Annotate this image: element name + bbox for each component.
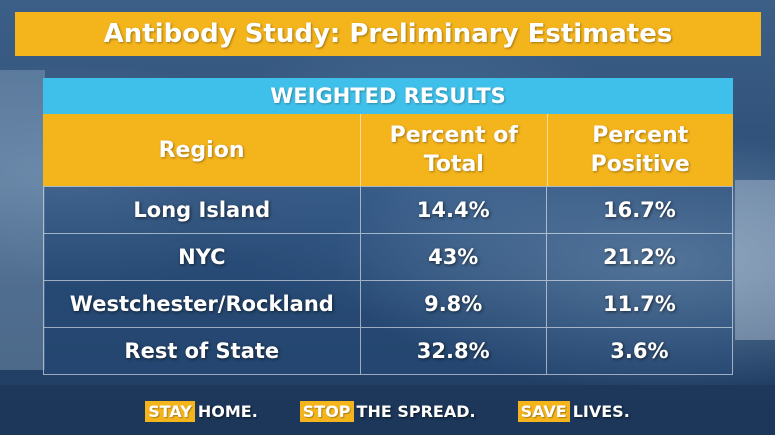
lab-shelf-shape [0, 70, 45, 370]
slogan-text: HOME. [197, 401, 258, 421]
region-cell: Rest of State [44, 328, 361, 374]
lab-bench-shape [0, 385, 775, 435]
header-percent-of-total: Percent of Total [361, 114, 548, 186]
title-banner: Antibody Study: Preliminary Estimates [15, 12, 761, 56]
slogan-save-lives: SAVE LIVES. [517, 400, 630, 422]
table-row: Westchester/Rockland 9.8% 11.7% [44, 280, 732, 327]
slogan-highlight: SAVE [517, 400, 570, 422]
percent-of-total-cell: 14.4% [361, 187, 547, 233]
page-title: Antibody Study: Preliminary Estimates [103, 19, 673, 49]
slogan-stay-home: STAY HOME. [145, 400, 258, 422]
lab-equipment-shape [735, 180, 775, 340]
table-row: Rest of State 32.8% 3.6% [44, 327, 732, 374]
slogan-stop-the-spread: STOP THE SPREAD. [299, 400, 476, 422]
table-row: NYC 43% 21.2% [44, 233, 732, 280]
slogan-text: LIVES. [572, 401, 630, 421]
table-body: Long Island 14.4% 16.7% NYC 43% 21.2% We… [43, 186, 733, 375]
percent-of-total-cell: 9.8% [361, 281, 547, 327]
slogan-text: THE SPREAD. [356, 401, 476, 421]
slogan-highlight: STAY [145, 400, 195, 422]
footer-slogans: STAY HOME. STOP THE SPREAD. SAVE LIVES. [0, 398, 775, 424]
slogan-highlight: STOP [299, 400, 354, 422]
region-cell: NYC [44, 234, 361, 280]
header-line: Total [423, 152, 484, 177]
table-header: Region Percent of Total Percent Positive [43, 114, 733, 186]
percent-of-total-cell: 32.8% [361, 328, 547, 374]
results-table: WEIGHTED RESULTS Region Percent of Total … [43, 78, 733, 375]
percent-positive-cell: 3.6% [610, 339, 669, 363]
table-subtitle: WEIGHTED RESULTS [43, 78, 733, 114]
table-row: Long Island 14.4% 16.7% [44, 186, 732, 233]
header-line: Percent [592, 123, 689, 148]
region-cell: Westchester/Rockland [44, 281, 361, 327]
percent-positive-cell: 21.2% [602, 245, 676, 269]
header-line: Positive [590, 152, 690, 177]
percent-positive-cell: 16.7% [602, 198, 676, 222]
header-region: Region [43, 114, 362, 186]
header-line: Percent of [389, 123, 518, 148]
percent-of-total-cell: 43% [361, 234, 547, 280]
percent-positive-cell: 11.7% [602, 292, 676, 316]
header-percent-positive: Percent Positive [548, 114, 733, 186]
region-cell: Long Island [44, 187, 361, 233]
